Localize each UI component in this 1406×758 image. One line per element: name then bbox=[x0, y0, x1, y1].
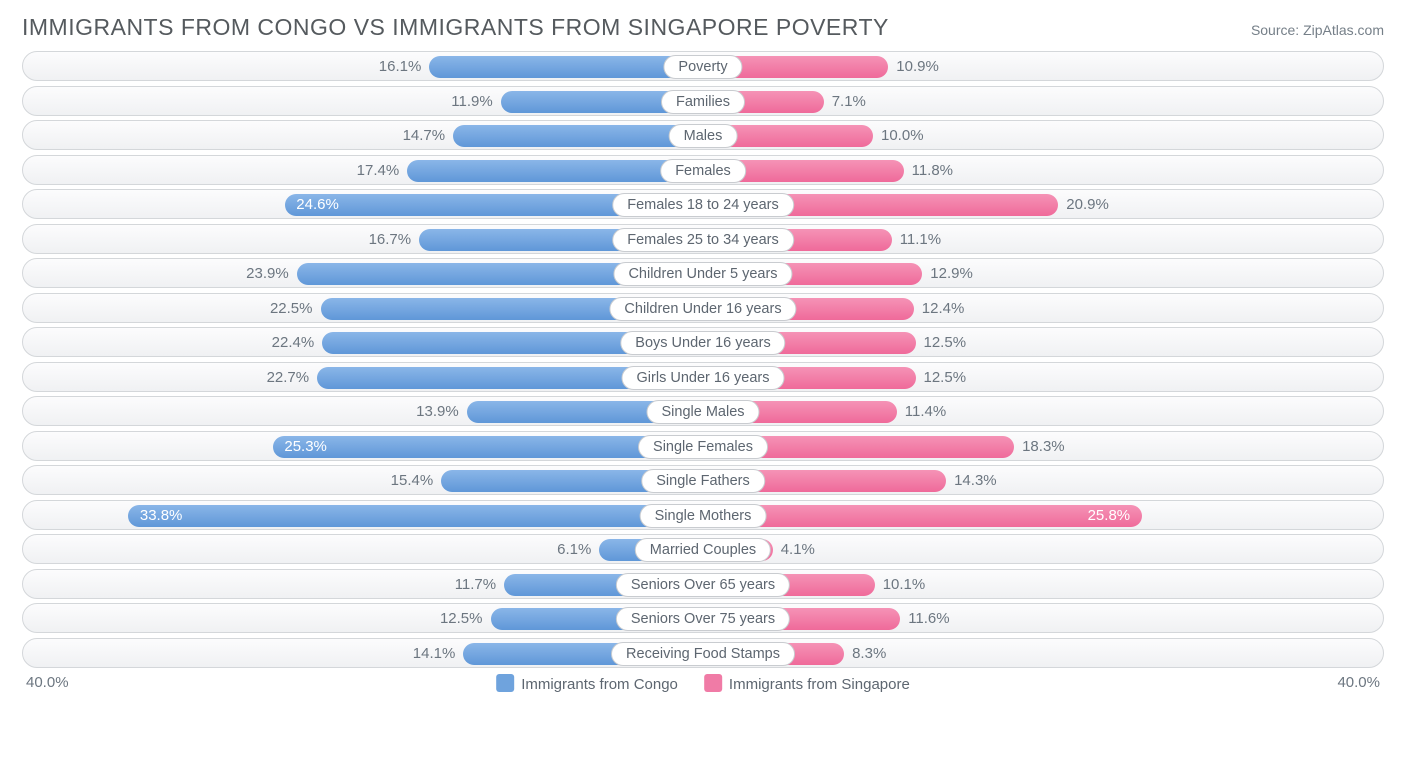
bar-left bbox=[407, 160, 703, 182]
category-label: Boys Under 16 years bbox=[620, 331, 785, 355]
chart-row: 23.9% 12.9% Children Under 5 years bbox=[22, 258, 1384, 288]
value-left: 12.5% bbox=[440, 604, 483, 634]
value-left: 14.7% bbox=[403, 121, 446, 151]
category-label: Families bbox=[661, 90, 745, 114]
bar-right bbox=[703, 505, 1142, 527]
legend-item-left: Immigrants from Congo bbox=[496, 674, 678, 693]
axis-max-right: 40.0% bbox=[1337, 674, 1380, 691]
chart-row: 22.7% 12.5% Girls Under 16 years bbox=[22, 362, 1384, 392]
category-label: Married Couples bbox=[635, 538, 771, 562]
legend-swatch-right bbox=[704, 674, 722, 692]
value-left: 11.9% bbox=[451, 87, 492, 117]
legend: Immigrants from Congo Immigrants from Si… bbox=[496, 674, 910, 693]
value-right: 10.0% bbox=[881, 121, 924, 151]
axis-max-left: 40.0% bbox=[26, 674, 69, 691]
chart-row: 16.7% 11.1% Females 25 to 34 years bbox=[22, 224, 1384, 254]
value-right: 20.9% bbox=[1066, 190, 1109, 220]
chart-row: 11.9% 7.1% Families bbox=[22, 86, 1384, 116]
legend-label-right: Immigrants from Singapore bbox=[729, 676, 910, 693]
value-left: 23.9% bbox=[246, 259, 289, 289]
value-left: 22.5% bbox=[270, 294, 313, 324]
value-left: 11.7% bbox=[455, 570, 496, 600]
value-left: 6.1% bbox=[557, 535, 591, 565]
category-label: Single Fathers bbox=[641, 469, 765, 493]
value-left: 16.1% bbox=[379, 52, 422, 82]
chart-header: IMMIGRANTS FROM CONGO VS IMMIGRANTS FROM… bbox=[0, 0, 1406, 51]
value-right: 11.4% bbox=[905, 397, 946, 427]
value-left: 14.1% bbox=[413, 639, 456, 669]
legend-label-left: Immigrants from Congo bbox=[521, 676, 678, 693]
chart-row: 33.8% 25.8% Single Mothers bbox=[22, 500, 1384, 530]
chart-row: 22.5% 12.4% Children Under 16 years bbox=[22, 293, 1384, 323]
value-right: 4.1% bbox=[781, 535, 815, 565]
value-left: 22.7% bbox=[267, 363, 310, 393]
value-right: 8.3% bbox=[852, 639, 886, 669]
category-label: Females bbox=[660, 159, 746, 183]
legend-item-right: Immigrants from Singapore bbox=[704, 674, 910, 693]
value-left: 25.3% bbox=[284, 432, 327, 462]
category-label: Children Under 16 years bbox=[609, 297, 796, 321]
diverging-bar-chart: 16.1%10.9%Poverty11.9%7.1%Families14.7%1… bbox=[0, 51, 1406, 668]
value-left: 33.8% bbox=[140, 501, 183, 531]
value-left: 24.6% bbox=[296, 190, 339, 220]
category-label: Single Females bbox=[638, 435, 768, 459]
value-left: 22.4% bbox=[272, 328, 315, 358]
category-label: Seniors Over 65 years bbox=[616, 573, 790, 597]
chart-row: 14.1% 8.3% Receiving Food Stamps bbox=[22, 638, 1384, 668]
category-label: Females 25 to 34 years bbox=[612, 228, 794, 252]
category-label: Males bbox=[669, 124, 738, 148]
chart-row: 6.1% 4.1% Married Couples bbox=[22, 534, 1384, 564]
category-label: Receiving Food Stamps bbox=[611, 642, 795, 666]
value-right: 11.1% bbox=[900, 225, 941, 255]
chart-row: 14.7% 10.0% Males bbox=[22, 120, 1384, 150]
value-right: 12.5% bbox=[924, 328, 967, 358]
chart-row: 15.4% 14.3% Single Fathers bbox=[22, 465, 1384, 495]
value-right: 12.9% bbox=[930, 259, 973, 289]
value-left: 17.4% bbox=[357, 156, 400, 186]
category-label: Females 18 to 24 years bbox=[612, 193, 794, 217]
bar-left bbox=[429, 56, 703, 78]
category-label: Girls Under 16 years bbox=[622, 366, 785, 390]
value-right: 25.8% bbox=[1088, 501, 1131, 531]
legend-swatch-left bbox=[496, 674, 514, 692]
chart-row: 22.4% 12.5% Boys Under 16 years bbox=[22, 327, 1384, 357]
x-axis: 40.0% Immigrants from Congo Immigrants f… bbox=[0, 672, 1406, 691]
value-right: 18.3% bbox=[1022, 432, 1065, 462]
chart-row: 16.1% 10.9% Poverty bbox=[22, 51, 1384, 81]
value-right: 12.4% bbox=[922, 294, 965, 324]
value-right: 10.1% bbox=[883, 570, 926, 600]
category-label: Single Males bbox=[646, 400, 759, 424]
value-right: 10.9% bbox=[896, 52, 939, 82]
value-left: 13.9% bbox=[416, 397, 459, 427]
chart-row: 13.9% 11.4% Single Males bbox=[22, 396, 1384, 426]
category-label: Seniors Over 75 years bbox=[616, 607, 790, 631]
chart-row: 24.6% 20.9% Females 18 to 24 years bbox=[22, 189, 1384, 219]
value-right: 7.1% bbox=[832, 87, 866, 117]
value-right: 11.8% bbox=[912, 156, 953, 186]
chart-row: 17.4% 11.8% Females bbox=[22, 155, 1384, 185]
category-label: Poverty bbox=[663, 55, 742, 79]
category-label: Single Mothers bbox=[640, 504, 767, 528]
chart-title: IMMIGRANTS FROM CONGO VS IMMIGRANTS FROM… bbox=[22, 14, 889, 41]
chart-source: Source: ZipAtlas.com bbox=[1251, 22, 1384, 38]
bar-left bbox=[128, 505, 703, 527]
chart-row: 25.3% 18.3% Single Females bbox=[22, 431, 1384, 461]
value-right: 11.6% bbox=[908, 604, 949, 634]
chart-row: 12.5% 11.6% Seniors Over 75 years bbox=[22, 603, 1384, 633]
value-left: 15.4% bbox=[391, 466, 434, 496]
bar-left bbox=[453, 125, 703, 147]
chart-row: 11.7% 10.1% Seniors Over 65 years bbox=[22, 569, 1384, 599]
value-right: 12.5% bbox=[924, 363, 967, 393]
category-label: Children Under 5 years bbox=[613, 262, 792, 286]
value-right: 14.3% bbox=[954, 466, 997, 496]
value-left: 16.7% bbox=[369, 225, 412, 255]
